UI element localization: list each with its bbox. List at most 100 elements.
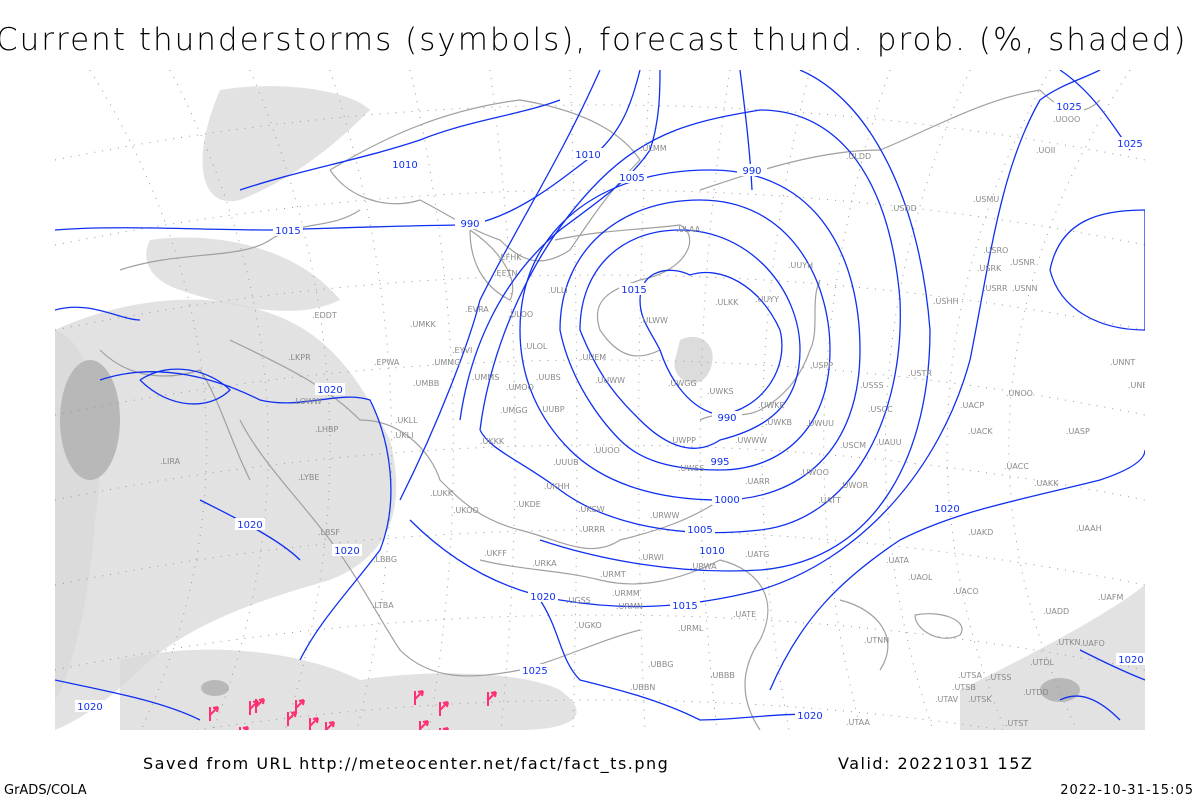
station-label: .URRR xyxy=(580,525,606,534)
thunderstorm-symbol xyxy=(487,691,497,706)
station-labels: .UMKK .EVRA .ULOO .ULOL .UUEM .UUWW .UWGG .UWKS… xyxy=(160,115,1145,728)
station-label: .URMT xyxy=(600,570,626,579)
station-label: .UAKD xyxy=(968,528,993,537)
station-label: .URKA xyxy=(532,559,557,568)
station-label: .UWOR xyxy=(840,481,869,490)
meridian xyxy=(329,70,393,730)
station-label: .UADD xyxy=(1043,607,1069,616)
station-label: .UMBB xyxy=(413,379,439,388)
isobar-label: 1005 xyxy=(619,173,644,184)
isobar-label-bg xyxy=(697,544,727,556)
station-label: .UUYY xyxy=(755,295,779,304)
thunderstorm-symbol xyxy=(249,700,259,715)
station-label: .UUYH xyxy=(788,261,813,270)
isobar-line xyxy=(769,449,1145,691)
isobar-line xyxy=(99,371,392,661)
station-label: .UAOL xyxy=(908,573,933,582)
meridian xyxy=(169,70,269,730)
station-label: .URWA xyxy=(690,562,717,571)
isobar-line xyxy=(539,599,821,721)
generation-timestamp: 2022-10-31-15:05 xyxy=(1060,783,1194,798)
meridian xyxy=(638,70,651,730)
thunderstorm-symbol xyxy=(255,698,265,713)
isobar-label: 995 xyxy=(710,457,729,468)
coastlines-borders xyxy=(99,89,1101,730)
station-label: .ULOL xyxy=(524,342,548,351)
station-label: .UKLI xyxy=(393,431,413,440)
station-label: .USMU xyxy=(973,195,999,204)
station-label: .UBBB xyxy=(710,671,735,680)
thunderstorm-symbol xyxy=(439,701,449,716)
station-label: .USTR xyxy=(908,369,932,378)
station-label: .UATT xyxy=(818,496,841,505)
isobar-label: 1020 xyxy=(77,702,102,713)
isobar-label: 1020 xyxy=(797,711,822,722)
station-label: .LBSF xyxy=(318,528,340,537)
isobar-line xyxy=(479,109,901,534)
isobar-label: 1025 xyxy=(1117,139,1142,150)
isobar-label-bg xyxy=(315,383,345,395)
station-label: .UASP xyxy=(1066,427,1090,436)
station-label: .UKDE xyxy=(516,500,541,509)
station-label: .UTSA xyxy=(958,671,983,680)
station-label: .UUWW xyxy=(595,376,625,385)
station-label: .LOWW xyxy=(293,397,322,406)
station-label: .EYVI xyxy=(452,346,472,355)
isobar-label-bg xyxy=(332,544,362,556)
isobar-line xyxy=(55,679,201,721)
isobar-label: 1025 xyxy=(522,666,547,677)
station-label: .USCC xyxy=(868,405,893,414)
shaded-area xyxy=(55,299,397,730)
station-label: .UNOO xyxy=(1006,389,1033,398)
station-label: .LKPR xyxy=(288,353,311,362)
meridian xyxy=(89,70,207,730)
station-label: .UUBP xyxy=(540,405,565,414)
shaded-area xyxy=(120,649,577,730)
station-label: .URMM xyxy=(612,589,640,598)
isobar-label-bg xyxy=(455,217,485,229)
isobar-line xyxy=(139,368,231,405)
station-label: .UOII xyxy=(1036,146,1055,155)
isobar-label-bg xyxy=(1116,653,1145,665)
isobar-label: 1020 xyxy=(1118,655,1143,666)
station-label: .USRR xyxy=(983,284,1008,293)
station-label: .ULDD xyxy=(846,152,871,161)
isobar-line xyxy=(1059,649,1145,721)
isobars: 1010 1010 1005 990 1015 1015 990 990 995 1000 1005… xyxy=(55,70,1145,722)
station-label: .ULKK xyxy=(715,298,739,307)
station-label: .UAAH xyxy=(1076,524,1102,533)
station-label: .UWGG xyxy=(668,379,697,388)
isobar-label: 1010 xyxy=(575,150,600,161)
station-label: .URWW xyxy=(650,511,680,520)
station-label: .USDD xyxy=(891,204,917,213)
station-label: .UTNN xyxy=(864,636,889,645)
station-label: .ULOO xyxy=(508,310,533,319)
station-label: .UWKB xyxy=(765,418,792,427)
station-label: .UATG xyxy=(745,550,769,559)
station-label: .URWI xyxy=(640,553,664,562)
station-label: .EPWA xyxy=(374,358,400,367)
isobar-label-bg xyxy=(685,523,715,535)
isobar-line xyxy=(459,70,661,421)
isobar-line xyxy=(579,229,801,449)
station-label: .UTDL xyxy=(1030,658,1054,667)
station-label: .ULLI xyxy=(548,286,568,295)
thunderstorm-symbol xyxy=(287,711,297,726)
isobar-line xyxy=(739,70,753,191)
valid-time-text: Valid: 20221031 15Z xyxy=(838,754,1034,773)
isobar-line xyxy=(55,306,141,321)
coastline xyxy=(479,559,769,730)
isobar-label-bg xyxy=(273,224,303,236)
isobar-label: 990 xyxy=(460,219,479,230)
coastline xyxy=(329,99,641,262)
coastline xyxy=(469,229,514,301)
lat-lon-grid xyxy=(55,70,1145,730)
station-label: .EDDT xyxy=(312,311,337,320)
thunderstorm-probability-shading xyxy=(55,86,1145,730)
isobar-line xyxy=(1049,209,1145,331)
station-label: .UUOO xyxy=(593,446,620,455)
isobar-label: 990 xyxy=(742,166,761,177)
station-label: .UWWW xyxy=(735,436,767,445)
meridian xyxy=(946,70,1051,730)
